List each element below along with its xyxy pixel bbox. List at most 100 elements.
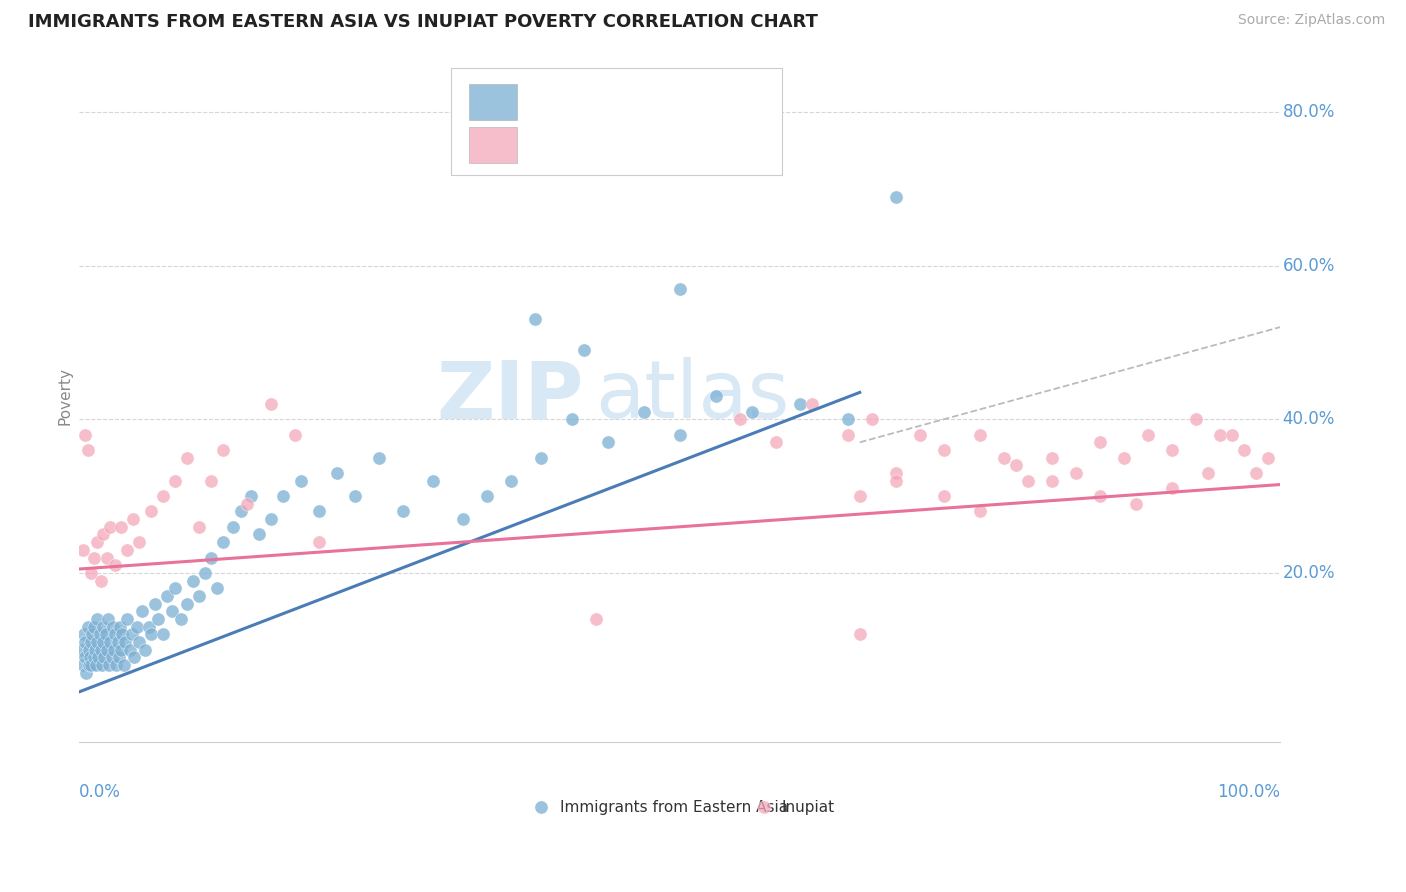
Point	[98, 520, 121, 534]
Point	[83, 642, 105, 657]
Point	[800, 397, 823, 411]
Point	[70, 642, 93, 657]
Point	[1088, 435, 1111, 450]
Point	[84, 658, 107, 673]
Point	[79, 650, 101, 665]
Point	[90, 574, 112, 588]
Point	[231, 504, 253, 518]
Point	[83, 650, 105, 665]
Point	[290, 474, 312, 488]
Point	[848, 489, 870, 503]
Point	[668, 427, 690, 442]
Point	[969, 504, 991, 518]
Point	[176, 597, 198, 611]
Point	[115, 612, 138, 626]
Point	[110, 642, 132, 657]
Point	[932, 442, 955, 457]
Text: atlas: atlas	[596, 357, 790, 435]
Point	[207, 581, 229, 595]
Point	[884, 474, 907, 488]
Point	[477, 489, 499, 503]
Point	[181, 574, 204, 588]
Point	[75, 635, 97, 649]
Point	[188, 520, 211, 534]
Point	[1244, 466, 1267, 480]
Point	[453, 512, 475, 526]
Text: 100.0%: 100.0%	[1218, 783, 1279, 801]
Point	[97, 612, 120, 626]
Point	[152, 627, 174, 641]
FancyBboxPatch shape	[470, 84, 517, 120]
Text: 40.0%: 40.0%	[1282, 410, 1334, 428]
Point	[165, 474, 187, 488]
Point	[75, 665, 97, 680]
Point	[236, 497, 259, 511]
Point	[741, 404, 763, 418]
Point	[128, 635, 150, 649]
Point	[91, 658, 114, 673]
Text: Inupiat: Inupiat	[782, 800, 835, 815]
Point	[222, 520, 245, 534]
Point	[884, 466, 907, 480]
Point	[1125, 497, 1147, 511]
Point	[176, 450, 198, 465]
Point	[138, 619, 160, 633]
Point	[239, 489, 262, 503]
Point	[90, 642, 112, 657]
Point	[128, 535, 150, 549]
Point	[1064, 466, 1087, 480]
Point	[368, 450, 391, 465]
Point	[86, 635, 108, 649]
Point	[501, 474, 523, 488]
Point	[87, 650, 110, 665]
Point	[789, 397, 811, 411]
Point	[837, 412, 859, 426]
Point	[188, 589, 211, 603]
Point	[308, 504, 330, 518]
Point	[94, 627, 117, 641]
Point	[271, 489, 294, 503]
Point	[1161, 482, 1184, 496]
Point	[422, 474, 444, 488]
Point	[1040, 450, 1063, 465]
Point	[585, 612, 607, 626]
Point	[1040, 474, 1063, 488]
Point	[752, 792, 775, 806]
Point	[247, 527, 270, 541]
Point	[1017, 474, 1039, 488]
Y-axis label: Poverty: Poverty	[58, 368, 72, 425]
Point	[260, 512, 283, 526]
Point	[170, 612, 193, 626]
Point	[728, 412, 751, 426]
Point	[141, 504, 163, 518]
Point	[908, 427, 931, 442]
Point	[75, 427, 97, 442]
Point	[1185, 412, 1208, 426]
Point	[284, 427, 307, 442]
Point	[560, 412, 582, 426]
Text: 0.0%: 0.0%	[79, 783, 121, 801]
Point	[932, 489, 955, 503]
Point	[82, 627, 104, 641]
Point	[524, 312, 547, 326]
Point	[124, 650, 146, 665]
Text: N = 61: N = 61	[644, 136, 706, 153]
FancyBboxPatch shape	[470, 127, 517, 162]
Text: IMMIGRANTS FROM EASTERN ASIA VS INUPIAT POVERTY CORRELATION CHART: IMMIGRANTS FROM EASTERN ASIA VS INUPIAT …	[28, 13, 818, 31]
Point	[83, 619, 105, 633]
Point	[103, 642, 125, 657]
Point	[89, 627, 111, 641]
Point	[1233, 442, 1256, 457]
Text: N = 96: N = 96	[644, 93, 706, 111]
Point	[860, 412, 883, 426]
Text: 80.0%: 80.0%	[1282, 103, 1334, 121]
Point	[200, 474, 222, 488]
Point	[884, 189, 907, 203]
Point	[111, 627, 134, 641]
Point	[572, 343, 595, 358]
Point	[104, 627, 127, 641]
Point	[530, 792, 553, 806]
Point	[668, 282, 690, 296]
Point	[107, 650, 129, 665]
Point	[107, 635, 129, 649]
